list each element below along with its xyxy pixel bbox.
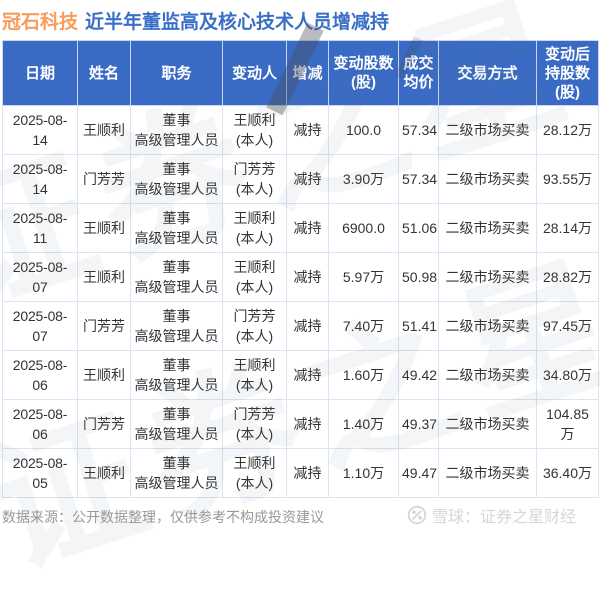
cell-date: 2025-08-06 — [2, 399, 78, 449]
cell-position: 董事 高级管理人员 — [130, 350, 223, 400]
cell-name: 门芳芳 — [77, 399, 131, 449]
cell-avg-price: 49.37 — [398, 399, 439, 449]
cell-name: 王顺利 — [77, 203, 131, 253]
cell-shares: 5.97万 — [328, 252, 399, 302]
cell-method: 二级市场买卖 — [438, 252, 537, 302]
cell-after-shares: 36.40万 — [536, 448, 599, 498]
cell-name: 门芳芳 — [77, 301, 131, 351]
cell-shares: 100.0 — [328, 105, 399, 155]
cell-changer: 王顺利 (本人) — [222, 252, 287, 302]
cell-name: 王顺利 — [77, 350, 131, 400]
cell-date: 2025-08-05 — [2, 448, 78, 498]
cell-shares: 1.40万 — [328, 399, 399, 449]
cell-position: 董事 高级管理人员 — [130, 399, 223, 449]
cell-after-shares: 93.55万 — [536, 154, 599, 204]
table-row: 2025-08-14 门芳芳 董事 高级管理人员 门芳芳 (本人) 减持 3.9… — [2, 154, 599, 204]
cell-direction: 减持 — [286, 105, 329, 155]
cell-date: 2025-08-07 — [2, 252, 78, 302]
cell-changer: 门芳芳 (本人) — [222, 301, 287, 351]
cell-name: 王顺利 — [77, 252, 131, 302]
cell-direction: 减持 — [286, 301, 329, 351]
cell-changer: 门芳芳 (本人) — [222, 154, 287, 204]
cell-method: 二级市场买卖 — [438, 203, 537, 253]
brand-footer: 雪球：证券之星财经 — [407, 503, 576, 527]
cell-avg-price: 51.06 — [398, 203, 439, 253]
cell-method: 二级市场买卖 — [438, 301, 537, 351]
cell-changer: 王顺利 (本人) — [222, 448, 287, 498]
table-row: 2025-08-06 王顺利 董事 高级管理人员 王顺利 (本人) 减持 1.6… — [2, 350, 599, 400]
company-name: 冠石科技 — [2, 12, 79, 33]
table-row: 2025-08-14 王顺利 董事 高级管理人员 王顺利 (本人) 减持 100… — [2, 105, 599, 155]
cell-position: 董事 高级管理人员 — [130, 105, 223, 155]
cell-position: 董事 高级管理人员 — [130, 154, 223, 204]
col-header-avg-price: 成交 均价 — [398, 40, 439, 106]
cell-direction: 减持 — [286, 399, 329, 449]
cell-avg-price: 51.41 — [398, 301, 439, 351]
cell-name: 王顺利 — [77, 448, 131, 498]
cell-shares: 3.90万 — [328, 154, 399, 204]
cell-after-shares: 97.45万 — [536, 301, 599, 351]
cell-direction: 减持 — [286, 448, 329, 498]
cell-avg-price: 50.98 — [398, 252, 439, 302]
cell-changer: 门芳芳 (本人) — [222, 399, 287, 449]
table-row: 2025-08-07 王顺利 董事 高级管理人员 王顺利 (本人) 减持 5.9… — [2, 252, 599, 302]
brand-text: 雪球：证券之星财经 — [431, 509, 576, 526]
cell-avg-price: 57.34 — [398, 105, 439, 155]
col-header-name: 姓名 — [77, 40, 131, 106]
cell-changer: 王顺利 (本人) — [222, 105, 287, 155]
cell-date: 2025-08-07 — [2, 301, 78, 351]
table-row: 2025-08-11 王顺利 董事 高级管理人员 王顺利 (本人) 减持 690… — [2, 203, 599, 253]
cell-date: 2025-08-11 — [2, 203, 78, 253]
cell-direction: 减持 — [286, 350, 329, 400]
cell-avg-price: 49.42 — [398, 350, 439, 400]
cell-date: 2025-08-14 — [2, 105, 78, 155]
cell-method: 二级市场买卖 — [438, 350, 537, 400]
cell-shares: 7.40万 — [328, 301, 399, 351]
col-header-shares: 变动股数 (股) — [328, 40, 399, 106]
cell-position: 董事 高级管理人员 — [130, 448, 223, 498]
cell-direction: 减持 — [286, 252, 329, 302]
cell-after-shares: 34.80万 — [536, 350, 599, 400]
cell-position: 董事 高级管理人员 — [130, 252, 223, 302]
table-row: 2025-08-06 门芳芳 董事 高级管理人员 门芳芳 (本人) 减持 1.4… — [2, 399, 599, 449]
cell-name: 门芳芳 — [77, 154, 131, 204]
cell-method: 二级市场买卖 — [438, 399, 537, 449]
cell-after-shares: 28.12万 — [536, 105, 599, 155]
cell-after-shares: 28.14万 — [536, 203, 599, 253]
table-row: 2025-08-07 门芳芳 董事 高级管理人员 门芳芳 (本人) 减持 7.4… — [2, 301, 599, 351]
col-header-date: 日期 — [2, 40, 78, 106]
cell-method: 二级市场买卖 — [438, 154, 537, 204]
title-text: 近半年董监高及核心技术人员增减持 — [85, 12, 390, 33]
col-header-changer: 变动人 — [222, 40, 287, 106]
cell-direction: 减持 — [286, 154, 329, 204]
cell-avg-price: 57.34 — [398, 154, 439, 204]
col-header-method: 交易方式 — [438, 40, 537, 106]
cell-shares: 1.10万 — [328, 448, 399, 498]
cell-method: 二级市场买卖 — [438, 105, 537, 155]
cell-after-shares: 28.82万 — [536, 252, 599, 302]
col-header-after-shares: 变动后 持股数 (股) — [536, 40, 599, 106]
cell-after-shares: 104.85万 — [536, 399, 599, 449]
data-source-note: 数据来源：公开数据整理，仅供参考不构成投资建议 — [2, 509, 324, 525]
col-header-direction: 增减 — [286, 40, 329, 106]
cell-position: 董事 高级管理人员 — [130, 301, 223, 351]
cell-direction: 减持 — [286, 203, 329, 253]
cell-name: 王顺利 — [77, 105, 131, 155]
holdings-table: 日期 姓名 职务 变动人 增减 变动股数 (股) 成交 均价 交易方式 变动后 … — [2, 40, 599, 498]
cell-date: 2025-08-14 — [2, 154, 78, 204]
header-row: 日期 姓名 职务 变动人 增减 变动股数 (股) 成交 均价 交易方式 变动后 … — [2, 40, 599, 106]
cell-shares: 1.60万 — [328, 350, 399, 400]
cell-changer: 王顺利 (本人) — [222, 350, 287, 400]
table-row: 2025-08-05 王顺利 董事 高级管理人员 王顺利 (本人) 减持 1.1… — [2, 448, 599, 498]
cell-shares: 6900.0 — [328, 203, 399, 253]
col-header-position: 职务 — [130, 40, 223, 106]
page-title: 冠石科技 近半年董监高及核心技术人员增减持 — [2, 7, 389, 34]
cell-date: 2025-08-06 — [2, 350, 78, 400]
cell-avg-price: 49.47 — [398, 448, 439, 498]
cell-position: 董事 高级管理人员 — [130, 203, 223, 253]
cell-changer: 王顺利 (本人) — [222, 203, 287, 253]
cell-method: 二级市场买卖 — [438, 448, 537, 498]
xueqiu-logo-icon — [407, 505, 427, 525]
